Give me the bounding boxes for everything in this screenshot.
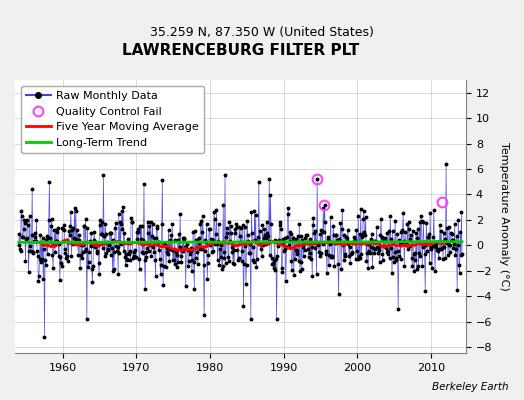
- Legend: Raw Monthly Data, Quality Control Fail, Five Year Moving Average, Long-Term Tren: Raw Monthly Data, Quality Control Fail, …: [20, 86, 204, 153]
- Text: Berkeley Earth: Berkeley Earth: [432, 382, 508, 392]
- Text: 35.259 N, 87.350 W (United States): 35.259 N, 87.350 W (United States): [150, 26, 374, 39]
- Title: LAWRENCEBURG FILTER PLT: LAWRENCEBURG FILTER PLT: [122, 43, 359, 58]
- Y-axis label: Temperature Anomaly (°C): Temperature Anomaly (°C): [499, 142, 509, 291]
